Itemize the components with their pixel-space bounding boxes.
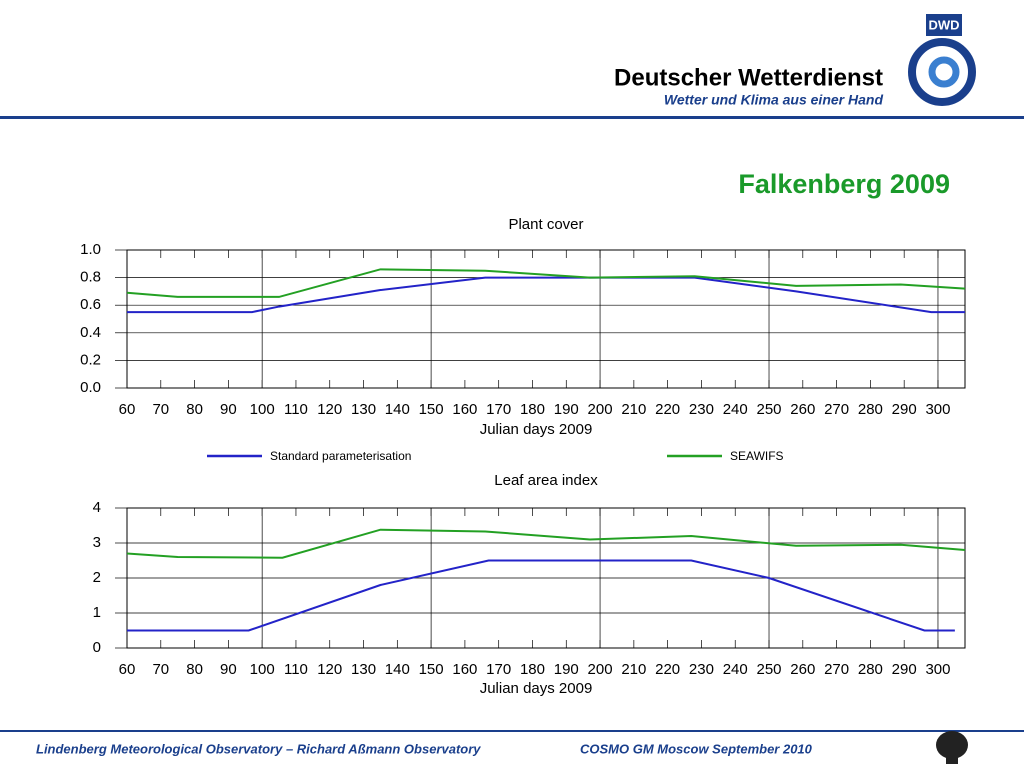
x-tick-label: 90: [220, 661, 237, 678]
x-tick-label: 70: [152, 661, 169, 678]
x-tick-label: 260: [790, 401, 815, 418]
logo-box: [926, 14, 962, 36]
y-tick-label: 2: [93, 569, 101, 586]
org-slogan: Wetter und Klima aus einer Hand: [664, 92, 884, 108]
y-tick-label: 1.0: [80, 241, 101, 258]
logo-text: DWD: [928, 17, 959, 32]
x-tick-label: 190: [554, 401, 579, 418]
x-tick-label: 300: [925, 401, 950, 418]
legend-label: Standard parameterisation: [270, 449, 411, 463]
x-tick-label: 240: [723, 661, 748, 678]
x-tick-label: 100: [250, 401, 275, 418]
x-tick-label: 150: [419, 661, 444, 678]
logo-swirl: [908, 38, 976, 106]
x-axis-label: Julian days 2009: [480, 421, 593, 438]
x-tick-label: 230: [689, 661, 714, 678]
x-tick-label: 250: [757, 661, 782, 678]
x-axis-label: Julian days 2009: [480, 680, 593, 697]
x-tick-label: 210: [621, 401, 646, 418]
x-tick-label: 80: [186, 401, 203, 418]
footer-left: Lindenberg Meteorological Observatory – …: [36, 741, 481, 756]
y-tick-label: 1: [93, 604, 101, 621]
x-tick-label: 270: [824, 661, 849, 678]
x-tick-label: 300: [925, 661, 950, 678]
x-tick-label: 120: [317, 661, 342, 678]
x-tick-label: 220: [655, 661, 680, 678]
footer-right: COSMO GM Moscow September 2010: [580, 741, 813, 756]
x-tick-label: 110: [284, 661, 308, 678]
y-tick-label: 0.4: [80, 324, 101, 341]
series-line: [127, 276, 965, 314]
x-tick-label: 260: [790, 661, 815, 678]
x-tick-label: 60: [119, 401, 136, 418]
x-tick-label: 160: [452, 661, 477, 678]
x-tick-label: 220: [655, 401, 680, 418]
x-tick-label: 190: [554, 661, 579, 678]
y-tick-label: 0.6: [80, 296, 101, 313]
x-tick-label: 210: [621, 661, 646, 678]
x-tick-label: 270: [824, 401, 849, 418]
header-rule: [0, 116, 1024, 119]
x-tick-label: 280: [858, 661, 883, 678]
x-tick-label: 130: [351, 661, 376, 678]
x-tick-label: 80: [186, 661, 203, 678]
y-tick-label: 0.2: [80, 351, 101, 368]
plot-frame: [126, 249, 966, 389]
x-tick-label: 140: [385, 661, 410, 678]
logo-core: [928, 56, 960, 88]
x-tick-label: 290: [892, 401, 917, 418]
org-name: Deutscher Wetterdienst: [614, 64, 883, 91]
chart-title: Leaf area index: [494, 472, 598, 489]
x-tick-label: 180: [520, 661, 545, 678]
y-tick-label: 0.0: [80, 379, 101, 396]
y-tick-label: 3: [93, 534, 101, 551]
x-tick-label: 60: [119, 661, 136, 678]
x-tick-label: 240: [723, 401, 748, 418]
x-tick-label: 290: [892, 661, 917, 678]
y-tick-label: 0.8: [80, 269, 101, 286]
x-tick-label: 170: [486, 661, 511, 678]
series-line: [126, 268, 966, 298]
x-tick-label: 170: [486, 401, 511, 418]
legend-label: SEAWIFS: [730, 449, 784, 463]
x-tick-label: 100: [250, 661, 275, 678]
series-line: [126, 528, 966, 559]
x-tick-label: 120: [317, 401, 342, 418]
x-tick-label: 110: [284, 401, 308, 418]
x-tick-label: 200: [588, 661, 613, 678]
x-tick-label: 70: [152, 401, 169, 418]
eagle: [936, 731, 968, 764]
plot-frame: [126, 507, 966, 649]
series-line: [127, 559, 955, 632]
y-tick-label: 0: [93, 639, 101, 656]
x-tick-label: 280: [858, 401, 883, 418]
footer-rule: [0, 730, 1024, 732]
x-tick-label: 200: [588, 401, 613, 418]
x-tick-label: 180: [520, 401, 545, 418]
slide-title: Falkenberg 2009: [738, 169, 950, 199]
x-tick-label: 90: [220, 401, 237, 418]
x-tick-label: 230: [689, 401, 714, 418]
x-tick-label: 150: [419, 401, 444, 418]
y-tick-label: 4: [93, 499, 101, 516]
chart-title: Plant cover: [508, 216, 583, 233]
x-tick-label: 130: [351, 401, 376, 418]
x-tick-label: 140: [385, 401, 410, 418]
x-tick-label: 160: [452, 401, 477, 418]
x-tick-label: 250: [757, 401, 782, 418]
